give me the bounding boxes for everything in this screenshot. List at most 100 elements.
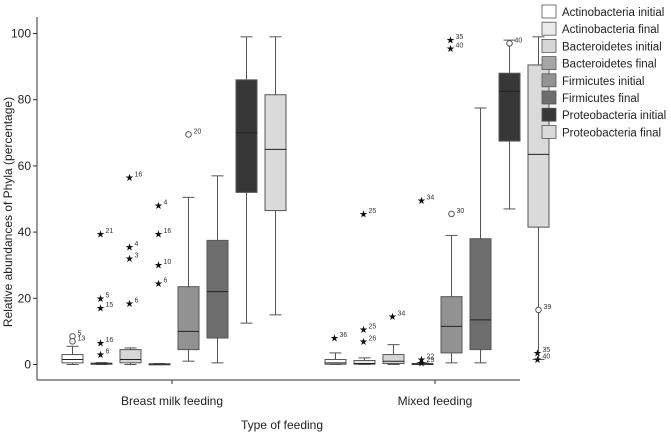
box-body-breast-milk-feeding-bacteroidetes-initial	[119, 349, 142, 364]
outlier-star-breast-milk-feeding-actinobacteria-final-2: ★	[96, 304, 105, 315]
outlier-star-breast-milk-feeding-bacteroidetes-final-1: ★	[154, 229, 163, 240]
outlier-label-mixed-feeding-actinobacteria-final-0: 25	[369, 208, 377, 215]
outlier-star-mixed-feeding-actinobacteria-final-1: ★	[359, 325, 368, 336]
box-mixed-feeding-bacteroidetes-initial: ★ 34	[382, 311, 405, 365]
outlier-label-breast-milk-feeding-actinobacteria-final-0: 21	[106, 228, 114, 235]
box-breast-milk-feeding-proteobacteria-final	[264, 36, 287, 316]
outlier-label-breast-milk-feeding-bacteroidetes-initial-2: 3	[135, 253, 139, 260]
box-body-mixed-feeding-bacteroidetes-initial	[382, 354, 405, 365]
outlier-star-mixed-feeding-firmicutes-initial-1: ★	[446, 36, 455, 47]
y-tick-label-40: 40	[18, 225, 32, 239]
outlier-label-breast-milk-feeding-actinobacteria-final-4: 6	[106, 349, 110, 356]
outlier-star-mixed-feeding-proteobacteria-final-1: ★	[533, 348, 542, 359]
x-category-label-breast-milk-feeding: Breast milk feeding	[121, 394, 223, 408]
y-tick-label-60: 60	[18, 159, 32, 173]
outlier-star-breast-milk-feeding-actinobacteria-final-4: ★	[96, 350, 105, 361]
box-breast-milk-feeding-firmicutes-initial: 20	[177, 128, 201, 362]
legend-label-bacteroidetes-final: Bacteroidetes final	[562, 59, 657, 71]
legend-label-actinobacteria-final: Actinobacteria final	[562, 24, 659, 36]
box-body-mixed-feeding-proteobacteria-initial	[498, 72, 521, 142]
outlier-label-breast-milk-feeding-actinobacteria-final-3: 16	[106, 337, 114, 344]
outlier-label-breast-milk-feeding-actinobacteria-final-2: 15	[106, 302, 114, 309]
box-body-mixed-feeding-firmicutes-final	[469, 238, 492, 351]
box-mixed-feeding-bacteroidetes-final: ★ 34★ 22★ 29	[411, 195, 435, 369]
outlier-label-mixed-feeding-actinobacteria-final-2: 26	[369, 335, 377, 342]
box-body-breast-milk-feeding-proteobacteria-initial	[235, 79, 258, 193]
outlier-circle-breast-milk-feeding-actinobacteria-initial-1	[69, 338, 76, 345]
box-body-mixed-feeding-firmicutes-initial	[440, 296, 463, 354]
outlier-star-mixed-feeding-bacteroidetes-final-0: ★	[417, 196, 426, 207]
outlier-star-breast-milk-feeding-bacteroidetes-final-3: ★	[154, 279, 163, 290]
legend-label-firmicutes-initial: Firmicutes initial	[562, 76, 644, 88]
outlier-label-breast-milk-feeding-bacteroidetes-final-3: 6	[164, 277, 168, 284]
legend-label-bacteroidetes-initial: Bacteroidetes initial	[562, 41, 662, 53]
y-tick-label-100: 100	[11, 27, 31, 41]
legend-label-actinobacteria-initial: Actinobacteria initial	[562, 7, 664, 19]
box-mixed-feeding-actinobacteria-final: ★ 25★ 25★ 26	[353, 208, 377, 365]
outlier-label-mixed-feeding-firmicutes-initial-1: 35	[456, 34, 464, 41]
outlier-label-breast-milk-feeding-actinobacteria-initial-0: 5	[78, 330, 82, 337]
legend: Actinobacteria initial Actinobacteria fin…	[541, 4, 666, 139]
legend-swatch-firmicutes-final	[541, 90, 557, 105]
outlier-label-mixed-feeding-bacteroidetes-final-2: 29	[427, 357, 435, 364]
outlier-label-mixed-feeding-proteobacteria-final-1: 35	[543, 347, 551, 354]
outlier-star-mixed-feeding-bacteroidetes-final-1: ★	[417, 355, 426, 366]
outlier-star-breast-milk-feeding-bacteroidetes-initial-1: ★	[125, 242, 134, 253]
y-axis-title: Relative abundances of Phyla (percentage…	[1, 97, 15, 327]
outlier-star-breast-milk-feeding-bacteroidetes-initial-2: ★	[125, 254, 134, 265]
legend-swatch-proteobacteria-initial	[541, 107, 557, 122]
outlier-label-mixed-feeding-bacteroidetes-final-1: 22	[427, 354, 435, 361]
legend-label-proteobacteria-initial: Proteobacteria initial	[562, 110, 666, 122]
outlier-label-mixed-feeding-firmicutes-initial-0: 30	[457, 208, 465, 215]
outlier-star-breast-milk-feeding-actinobacteria-final-1: ★	[96, 294, 105, 305]
outlier-label-breast-milk-feeding-bacteroidetes-initial-0: 16	[135, 171, 143, 178]
y-tick-label-20: 20	[18, 291, 32, 305]
outlier-label-breast-milk-feeding-bacteroidetes-initial-1: 4	[135, 241, 139, 248]
x-axis: Breast milk feeding Mixed feeding	[37, 379, 520, 408]
y-axis: 0 20 40 60 80 100	[11, 17, 38, 380]
outlier-label-mixed-feeding-proteobacteria-final-0: 39	[544, 304, 552, 311]
box-body-breast-milk-feeding-firmicutes-final	[206, 239, 229, 339]
outlier-circle-breast-milk-feeding-firmicutes-initial-0	[185, 131, 192, 138]
box-mixed-feeding-proteobacteria-final: 39 ★ 35★ 40	[527, 36, 552, 366]
legend-swatch-bacteroidetes-final	[541, 56, 557, 70]
outlier-label-breast-milk-feeding-actinobacteria-initial-1: 13	[78, 335, 86, 342]
outlier-star-breast-milk-feeding-bacteroidetes-final-2: ★	[154, 261, 163, 272]
legend-label-proteobacteria-final: Proteobacteria final	[562, 127, 661, 139]
legend-label-firmicutes-final: Firmicutes final	[562, 93, 639, 105]
outlier-circle-mixed-feeding-proteobacteria-initial-0	[506, 40, 513, 47]
x-axis-title: Type of feeding	[241, 418, 323, 432]
outlier-label-breast-milk-feeding-actinobacteria-final-1: 5	[106, 292, 110, 299]
outlier-label-mixed-feeding-proteobacteria-initial-0: 40	[515, 37, 523, 44]
outlier-star-breast-milk-feeding-bacteroidetes-initial-0: ★	[125, 173, 134, 184]
outlier-star-breast-milk-feeding-actinobacteria-final-3: ★	[96, 338, 105, 349]
outlier-circle-mixed-feeding-firmicutes-initial-0	[448, 210, 455, 218]
box-mixed-feeding-firmicutes-initial: 30 ★ 35★ 40	[440, 34, 465, 364]
outlier-star-mixed-feeding-actinobacteria-final-2: ★	[359, 337, 368, 348]
box-mixed-feeding-actinobacteria-initial: ★ 36	[324, 332, 347, 365]
outlier-label-breast-milk-feeding-bacteroidetes-initial-3: 6	[135, 297, 139, 304]
box-body-mixed-feeding-proteobacteria-final	[527, 64, 550, 228]
y-tick-label-80: 80	[18, 93, 32, 107]
box-breast-milk-feeding-actinobacteria-initial: 513	[61, 330, 86, 365]
legend-swatch-proteobacteria-final	[541, 125, 557, 139]
outlier-label-mixed-feeding-actinobacteria-final-1: 25	[369, 324, 377, 331]
outlier-circle-mixed-feeding-proteobacteria-final-0	[535, 306, 542, 314]
box-body-mixed-feeding-actinobacteria-final	[353, 360, 376, 365]
outlier-star-mixed-feeding-bacteroidetes-initial-0: ★	[388, 312, 397, 323]
outlier-star-mixed-feeding-actinobacteria-initial-0: ★	[330, 334, 339, 345]
x-category-label-mixed-feeding: Mixed feeding	[398, 394, 473, 408]
box-body-breast-milk-feeding-actinobacteria-initial	[61, 354, 84, 364]
box-breast-milk-feeding-proteobacteria-initial	[235, 36, 258, 324]
outlier-label-breast-milk-feeding-bacteroidetes-final-1: 16	[164, 228, 172, 235]
outlier-star-mixed-feeding-bacteroidetes-final-2: ★	[417, 358, 426, 369]
outlier-label-mixed-feeding-bacteroidetes-final-0: 34	[427, 195, 435, 202]
outlier-label-mixed-feeding-proteobacteria-final-2: 40	[543, 354, 551, 361]
box-body-mixed-feeding-actinobacteria-initial	[324, 359, 347, 365]
outlier-label-mixed-feeding-firmicutes-initial-2: 40	[456, 42, 464, 49]
box-breast-milk-feeding-bacteroidetes-initial: ★ 16★ 4★ 3★ 6	[119, 171, 143, 365]
outlier-star-mixed-feeding-actinobacteria-final-0: ★	[359, 209, 368, 220]
y-tick-label-0: 0	[24, 358, 31, 372]
box-body-breast-milk-feeding-firmicutes-initial	[177, 286, 200, 351]
